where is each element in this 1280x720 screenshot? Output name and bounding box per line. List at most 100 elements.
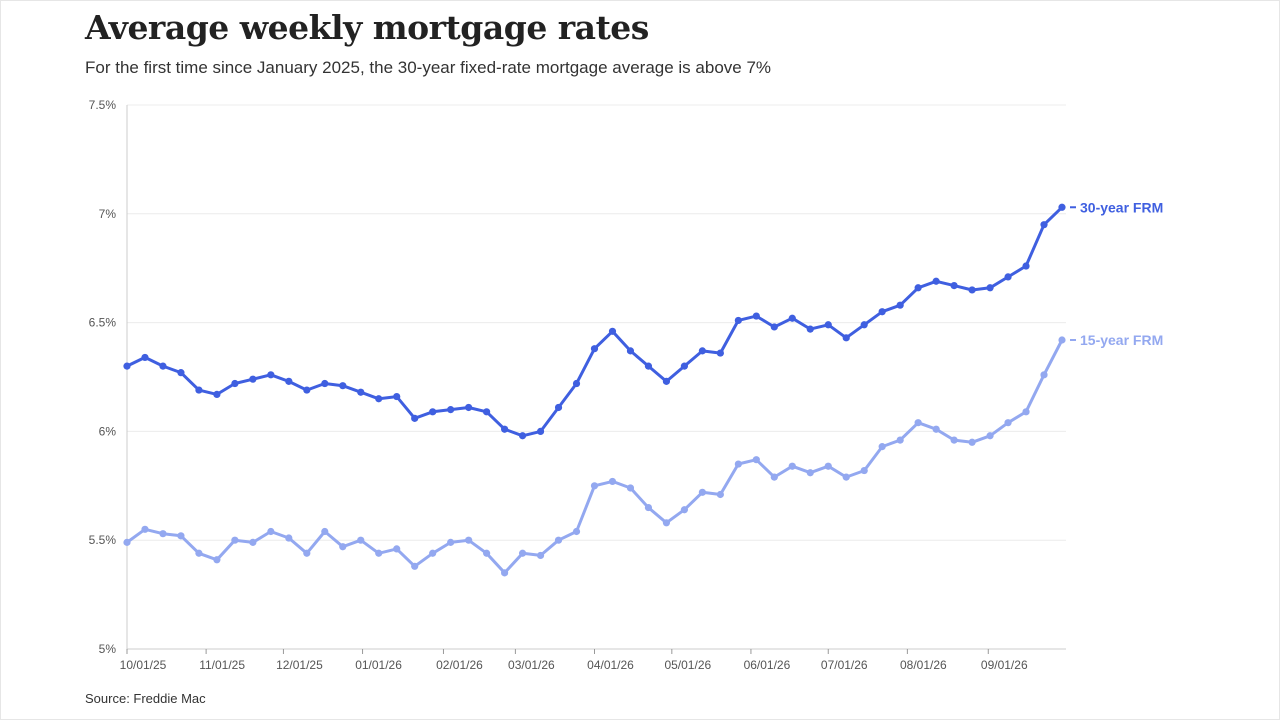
data-point — [932, 425, 940, 433]
data-point — [968, 286, 976, 294]
data-point — [357, 388, 365, 396]
data-point — [608, 327, 617, 335]
data-point — [141, 353, 149, 362]
data-point — [447, 406, 455, 414]
data-point — [429, 549, 437, 557]
series-line-30yr — [125, 205, 1064, 438]
data-point — [303, 549, 311, 557]
data-point — [788, 462, 796, 470]
x-tick-label: 12/01/25 — [276, 658, 323, 672]
x-tick-label: 03/01/26 — [508, 658, 555, 672]
data-point — [806, 325, 814, 333]
data-point — [770, 323, 778, 331]
data-point — [285, 534, 293, 542]
data-point — [554, 403, 563, 412]
series-layer — [123, 203, 1066, 577]
y-tick-label: 7.5% — [89, 98, 117, 112]
data-point — [1022, 262, 1030, 270]
data-point — [608, 477, 617, 486]
chart-subtitle: For the first time since January 2025, t… — [85, 58, 772, 77]
data-point — [860, 321, 868, 329]
x-tick-label: 04/01/26 — [587, 658, 634, 672]
data-point — [680, 362, 689, 370]
y-tick-label: 5% — [99, 642, 117, 656]
data-point — [339, 543, 347, 551]
x-tick-label: 09/01/26 — [981, 658, 1028, 672]
data-point — [465, 403, 473, 412]
data-point — [267, 371, 275, 379]
y-tick-label: 7% — [99, 207, 117, 221]
data-point — [914, 284, 922, 292]
data-point — [860, 466, 868, 475]
data-point — [518, 549, 527, 557]
data-point — [249, 538, 257, 546]
data-point — [1058, 203, 1066, 211]
chart-title: Average weekly mortgage rates — [85, 8, 649, 47]
data-point — [518, 432, 527, 440]
data-point — [824, 321, 832, 329]
data-point — [590, 482, 599, 490]
data-point — [896, 301, 904, 309]
data-point — [177, 369, 185, 377]
data-point — [465, 536, 473, 544]
data-point — [842, 334, 850, 342]
data-point — [1022, 408, 1030, 416]
data-point — [393, 392, 401, 401]
data-point — [1004, 419, 1012, 427]
data-point — [321, 527, 329, 536]
data-point — [375, 395, 383, 403]
x-tick-label: 02/01/26 — [436, 658, 483, 672]
data-point — [932, 277, 940, 285]
data-point — [411, 562, 419, 570]
data-point — [393, 545, 401, 553]
data-point — [303, 386, 311, 394]
data-point — [159, 530, 167, 538]
data-point — [896, 436, 904, 444]
data-point — [1040, 221, 1048, 229]
data-point — [159, 362, 167, 370]
y-tick-label: 6.5% — [89, 316, 117, 330]
series-labels: 30-year FRM 15-year FRM — [1070, 199, 1163, 348]
data-point — [986, 284, 994, 292]
data-point — [914, 419, 922, 427]
data-point — [195, 386, 203, 394]
data-point — [213, 556, 221, 564]
data-point — [716, 349, 724, 357]
data-point — [824, 462, 832, 470]
data-point — [249, 375, 257, 383]
data-point — [662, 519, 671, 527]
data-point — [572, 379, 581, 388]
data-point — [734, 460, 742, 468]
data-point — [1004, 273, 1012, 281]
data-point — [842, 473, 850, 481]
data-point — [231, 536, 239, 544]
data-point — [141, 525, 149, 533]
data-point — [267, 527, 275, 536]
data-point — [968, 438, 976, 446]
data-point — [626, 484, 635, 492]
data-point — [626, 347, 635, 355]
data-point — [339, 382, 347, 390]
data-point — [878, 443, 886, 451]
data-point — [662, 377, 671, 385]
data-point — [770, 473, 778, 481]
data-point — [483, 549, 491, 557]
x-tick-label: 11/01/25 — [199, 658, 245, 672]
data-point — [1058, 336, 1066, 344]
data-point — [195, 549, 203, 557]
data-point — [752, 312, 760, 320]
data-point — [213, 390, 221, 399]
x-tick-label: 06/01/26 — [744, 658, 791, 672]
data-point — [123, 538, 131, 546]
data-point — [734, 316, 742, 325]
series-label: 15-year FRM — [1080, 332, 1163, 348]
data-point — [375, 549, 383, 557]
data-point — [429, 408, 437, 416]
data-point — [483, 408, 491, 416]
data-point — [644, 503, 653, 512]
x-tick-label: 10/01/25 — [120, 658, 167, 672]
data-point — [1040, 371, 1048, 379]
data-point — [554, 536, 563, 544]
x-tick-label: 07/01/26 — [821, 658, 868, 672]
gridlines — [127, 104, 1066, 650]
